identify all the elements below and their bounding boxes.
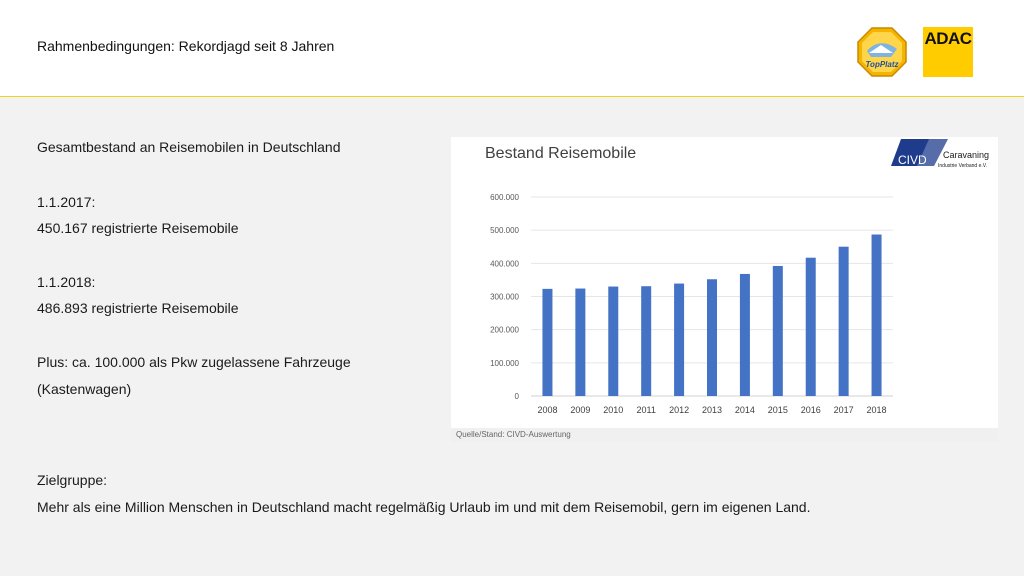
bar-2018 (871, 234, 882, 396)
bar-2011 (641, 286, 652, 396)
topplatz-logo: TopPlatz (857, 27, 907, 77)
chart-title: Bestand Reisemobile (485, 145, 636, 162)
plus-vans-line2: (Kastenwagen) (37, 381, 132, 397)
verband-text: Industrie Verband e.V. (938, 163, 987, 169)
x-tick-label: 2008 (537, 405, 557, 415)
y-tick-label: 600.000 (490, 193, 519, 202)
y-tick-label: 500.000 (490, 226, 519, 235)
bar-2015 (772, 265, 783, 396)
bar-2009 (575, 288, 586, 396)
target-group-text: Mehr als eine Million Menschen in Deutsc… (37, 499, 811, 515)
bar-2008 (542, 288, 553, 396)
bar-2012 (674, 283, 685, 396)
y-tick-label: 200.000 (490, 326, 519, 335)
bar-2014 (739, 273, 750, 396)
x-tick-label: 2009 (570, 405, 590, 415)
adac-logo: ADAC (923, 27, 973, 77)
topplatz-logo-text: TopPlatz (865, 60, 898, 69)
chart-panel: Bestand Reisemobile CIVD Caravaning Indu… (451, 137, 998, 442)
x-tick-label: 2015 (768, 405, 788, 415)
stock-heading: Gesamtbestand an Reisemobilen in Deutsch… (37, 139, 341, 155)
source-note: Quelle/Stand: CIVD-Auswertung (456, 430, 571, 439)
value-2018: 486.893 registrierte Reisemobile (37, 300, 239, 316)
bar-2016 (805, 257, 816, 396)
date-2017: 1.1.2017: (37, 194, 96, 210)
date-2018: 1.1.2018: (37, 274, 96, 290)
bar-chart: Bestand Reisemobile CIVD Caravaning Indu… (485, 139, 989, 415)
x-tick-label: 2018 (867, 405, 887, 415)
header-bar: Rahmenbedingungen: Rekordjagd seit 8 Jah… (0, 0, 1024, 97)
x-tick-label: 2017 (834, 405, 854, 415)
source-strip (451, 428, 998, 442)
y-tick-label: 300.000 (490, 293, 519, 302)
y-tick-label: 400.000 (490, 259, 519, 268)
plus-vans-line1: Plus: ca. 100.000 als Pkw zugelassene Fa… (37, 354, 351, 370)
y-tick-label: 0 (515, 392, 520, 401)
page-title: Rahmenbedingungen: Rekordjagd seit 8 Jah… (37, 38, 335, 54)
x-tick-label: 2012 (669, 405, 689, 415)
x-tick-label: 2010 (603, 405, 623, 415)
bar-2017 (838, 246, 849, 396)
civd-logo: CIVD Caravaning Industrie Verband e.V. (891, 139, 989, 169)
x-tick-label: 2014 (735, 405, 755, 415)
bar-2010 (608, 286, 619, 396)
caravaning-text: Caravaning (943, 150, 989, 160)
x-tick-label: 2016 (801, 405, 821, 415)
x-tick-label: 2011 (637, 405, 656, 415)
target-group-label: Zielgruppe: (37, 472, 108, 488)
value-2017: 450.167 registrierte Reisemobile (37, 220, 239, 236)
bar-2013 (707, 279, 717, 396)
x-tick-label: 2013 (702, 405, 722, 415)
civd-logo-text: CIVD (898, 153, 927, 167)
y-tick-label: 100.000 (490, 359, 519, 368)
